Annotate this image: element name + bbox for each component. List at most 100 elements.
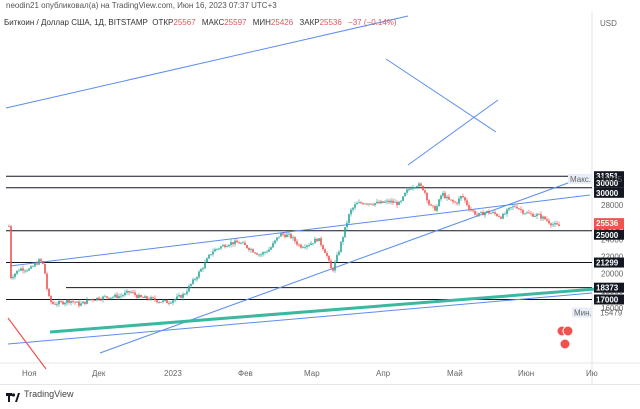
tradingview-logo[interactable]: TradingView bbox=[0, 385, 74, 404]
candle-body bbox=[396, 201, 398, 206]
price-tag-box bbox=[594, 229, 624, 240]
candle-body bbox=[160, 302, 162, 303]
candle-body bbox=[532, 213, 534, 217]
candle-body bbox=[400, 200, 402, 202]
candle-body bbox=[344, 227, 346, 238]
footer-bar: TradingView bbox=[0, 384, 640, 404]
candle-body bbox=[342, 237, 344, 242]
candle-body bbox=[16, 270, 18, 274]
candle-body bbox=[84, 301, 86, 304]
candle-body bbox=[172, 300, 174, 303]
candle-body bbox=[94, 300, 96, 301]
candle-body bbox=[90, 299, 92, 301]
candle-body bbox=[452, 200, 454, 202]
candle-body bbox=[234, 240, 236, 245]
candle-body bbox=[364, 203, 366, 205]
candle-body bbox=[298, 244, 300, 246]
candle-body bbox=[494, 212, 496, 214]
candle-body bbox=[486, 210, 488, 213]
price-tag-label: 17000 bbox=[596, 295, 619, 304]
candle-body bbox=[374, 203, 376, 206]
candle-body bbox=[108, 297, 110, 299]
candle-body bbox=[218, 248, 220, 250]
close-value: 25536 bbox=[319, 18, 342, 27]
candle-body bbox=[224, 245, 226, 248]
candle-body bbox=[472, 210, 474, 212]
candle-body bbox=[242, 242, 244, 244]
candle-body bbox=[32, 266, 34, 268]
candle-body bbox=[414, 187, 416, 189]
candle-body bbox=[280, 233, 282, 237]
low-label: МИН bbox=[252, 18, 271, 27]
candle-body bbox=[120, 295, 122, 297]
event-marker-icon bbox=[562, 325, 574, 337]
candle-body bbox=[136, 294, 138, 298]
candle-body bbox=[178, 295, 180, 297]
candle-body bbox=[296, 241, 298, 245]
candle-body bbox=[408, 189, 410, 191]
max-marker-label: Макс. bbox=[570, 175, 591, 184]
time-axis-label: 2023 bbox=[164, 369, 182, 378]
candle-body bbox=[278, 236, 280, 238]
candle-body bbox=[164, 300, 166, 301]
candle-body bbox=[340, 241, 342, 252]
candle-body bbox=[28, 268, 30, 271]
axis-tick-label: 22000 bbox=[601, 253, 624, 262]
candle-body bbox=[254, 252, 256, 254]
candle-body bbox=[428, 200, 430, 205]
candle-body bbox=[326, 253, 328, 256]
candle-body bbox=[306, 245, 308, 248]
candle-body bbox=[152, 297, 154, 298]
candle-body bbox=[26, 270, 28, 272]
candle-body bbox=[440, 195, 442, 200]
candle-body bbox=[240, 242, 242, 244]
candle-body bbox=[378, 201, 380, 204]
candle-body bbox=[300, 244, 302, 248]
candle-body bbox=[158, 302, 160, 303]
candle-body bbox=[86, 299, 88, 304]
low-value: 25426 bbox=[270, 18, 294, 27]
event-marker-icon bbox=[559, 338, 571, 350]
candle-body bbox=[404, 192, 406, 197]
candle-body bbox=[114, 294, 116, 297]
candle-body bbox=[474, 211, 476, 215]
candle-body bbox=[212, 251, 214, 255]
candle-body bbox=[446, 196, 448, 199]
candle-body bbox=[134, 292, 136, 295]
time-axis-label: Дек bbox=[92, 369, 106, 378]
candle-body bbox=[500, 216, 502, 219]
candle-body bbox=[424, 190, 426, 193]
price-tag-label: 30000 bbox=[596, 179, 619, 188]
trend-line bbox=[407, 99, 499, 166]
candle-body bbox=[18, 270, 20, 272]
time-axis-label: Мар bbox=[304, 369, 320, 378]
candle-body bbox=[72, 301, 74, 302]
time-axis-label: Ию bbox=[586, 369, 598, 378]
candle-body bbox=[128, 290, 130, 293]
candle-body bbox=[288, 233, 290, 235]
candle-body bbox=[276, 237, 278, 241]
candle-body bbox=[88, 299, 90, 301]
candle-body bbox=[194, 279, 196, 281]
candle-body bbox=[60, 301, 62, 302]
candle-body bbox=[290, 233, 292, 239]
candle-body bbox=[294, 237, 296, 242]
price-tag-label: 25536 bbox=[596, 219, 619, 228]
price-tag-box bbox=[594, 218, 624, 229]
candle-body bbox=[282, 233, 284, 235]
candle-body bbox=[388, 200, 390, 203]
max-marker-box bbox=[568, 173, 592, 184]
candle-body bbox=[468, 205, 470, 210]
candle-body bbox=[338, 251, 340, 255]
candle-body bbox=[284, 234, 286, 238]
candle-body bbox=[208, 254, 210, 259]
candle-body bbox=[66, 300, 68, 303]
candle-body bbox=[260, 254, 262, 256]
price-chart[interactable]: USD3000028000260002400022000200001800016… bbox=[0, 12, 640, 384]
candle-body bbox=[398, 201, 400, 206]
candle-body bbox=[370, 203, 372, 205]
candle-body bbox=[332, 268, 334, 271]
candle-body bbox=[402, 196, 404, 201]
candle-body bbox=[542, 216, 544, 219]
candle-body bbox=[346, 222, 348, 228]
